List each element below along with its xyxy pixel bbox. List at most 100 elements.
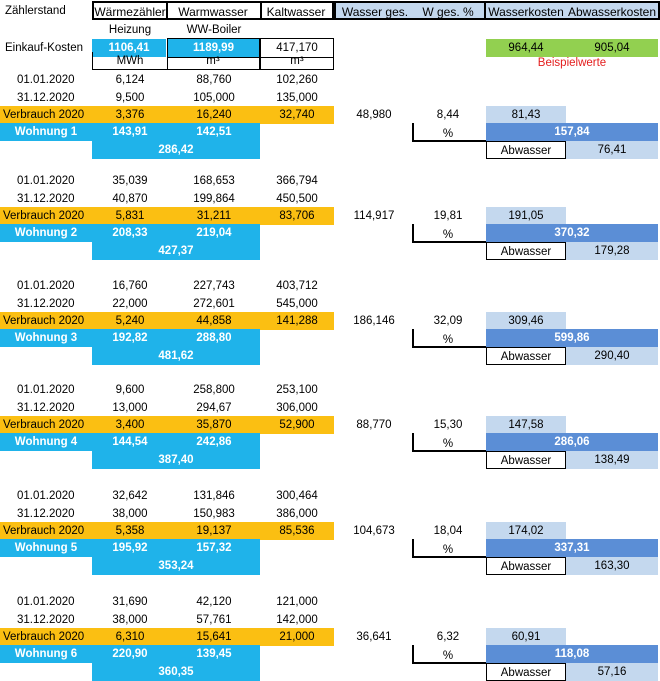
reading-start-heat: 16,760 — [112, 280, 148, 292]
pct-bracket-bottom — [412, 346, 486, 348]
date-end: 31.12.2020 — [17, 508, 75, 520]
pct-bracket-vertical — [412, 433, 414, 451]
abwasser-value: 138,49 — [566, 451, 658, 469]
verbrauch-kalt: 32,740 — [260, 106, 334, 124]
wasserkosten: 147,58 — [486, 416, 566, 434]
reading-end-heat: 40,870 — [112, 193, 148, 205]
wasser-ges: 114,917 — [353, 210, 395, 222]
wohnung-total-cost: 370,32 — [486, 224, 658, 242]
wohnung-heat-cost: 143,91 — [92, 123, 168, 141]
date-end: 31.12.2020 — [17, 298, 75, 310]
wohnung-ww-cost: 142,51 — [168, 123, 260, 141]
reading-start-ww: 168,653 — [193, 175, 235, 187]
pct-label: % — [442, 334, 454, 346]
verbrauch-heat: 5,358 — [92, 522, 168, 540]
abwasser-label: Abwasser — [486, 242, 566, 260]
verbrauch-kalt: 83,706 — [260, 207, 334, 225]
date-start: 01.01.2020 — [17, 490, 75, 502]
wohnung-ww-cost: 219,04 — [168, 224, 260, 242]
wohnung-heat-ww-sum: 286,42 — [92, 141, 260, 159]
sub-label-heizung: Heizung — [108, 24, 152, 36]
col-header-wasser-ges: Wasser ges. — [334, 1, 414, 20]
verbrauch-label: Verbrauch 2020 — [0, 416, 92, 434]
col-header-wasserkosten: Wasserkosten — [484, 1, 568, 20]
verbrauch-heat: 5,831 — [92, 207, 168, 225]
reading-end-ww: 57,761 — [196, 614, 232, 626]
verbrauch-kalt: 85,536 — [260, 522, 334, 540]
reading-start-kalt: 253,100 — [276, 384, 318, 396]
verbrauch-label: Verbrauch 2020 — [0, 106, 92, 124]
col-header-warmwasser: Warmwasser — [166, 1, 262, 20]
reading-start-ww: 131,846 — [193, 490, 235, 502]
wohnung-label: Wohnung 4 — [0, 433, 92, 451]
reading-start-heat: 9,600 — [115, 384, 145, 396]
w-ges-pct: 32,09 — [433, 315, 463, 327]
wasser-ges: 104,673 — [353, 525, 395, 537]
einkauf-wasserkosten: 964,44 — [486, 39, 566, 57]
wohnung-heat-cost: 144,54 — [92, 433, 168, 451]
wohnung-heat-ww-sum: 360,35 — [92, 663, 260, 681]
pct-bracket-vertical — [412, 645, 414, 663]
col-header-kaltwasser: Kaltwasser — [260, 1, 334, 20]
wohnung-total-cost: 286,06 — [486, 433, 658, 451]
date-start: 01.01.2020 — [17, 596, 75, 608]
page-title: Zählerstand — [5, 5, 66, 17]
einkauf-label: Einkauf-Kosten — [5, 42, 83, 54]
wohnung-total-cost: 157,84 — [486, 123, 658, 141]
verbrauch-label: Verbrauch 2020 — [0, 207, 92, 225]
abwasser-value: 179,28 — [566, 242, 658, 260]
wohnung-total-cost: 118,08 — [486, 645, 658, 663]
reading-start-ww: 42,120 — [196, 596, 232, 608]
pct-bracket-bottom — [412, 140, 486, 142]
pct-label: % — [442, 128, 454, 140]
date-start: 01.01.2020 — [17, 280, 75, 292]
wasserkosten: 309,46 — [486, 312, 566, 330]
reading-start-ww: 88,760 — [196, 74, 232, 86]
pct-bracket-bottom — [412, 662, 486, 664]
verbrauch-ww: 31,211 — [168, 207, 260, 225]
wohnung-heat-cost: 220,90 — [92, 645, 168, 663]
pct-bracket-bottom — [412, 241, 486, 243]
verbrauch-label: Verbrauch 2020 — [0, 522, 92, 540]
reading-end-ww: 150,983 — [193, 508, 235, 520]
wohnung-heat-ww-sum: 387,40 — [92, 451, 260, 469]
reading-start-ww: 227,743 — [193, 280, 235, 292]
reading-start-heat: 35,039 — [112, 175, 148, 187]
col-header-abwasserkosten: Abwasserkosten — [566, 1, 660, 20]
wohnung-heat-cost: 195,92 — [92, 539, 168, 557]
unit-mwh: MWh — [92, 52, 168, 70]
reading-end-kalt: 135,000 — [276, 92, 318, 104]
w-ges-pct: 8,44 — [436, 109, 460, 121]
reading-end-heat: 13,000 — [112, 402, 148, 414]
date-end: 31.12.2020 — [17, 193, 75, 205]
verbrauch-ww: 19,137 — [168, 522, 260, 540]
reading-end-ww: 272,601 — [193, 298, 235, 310]
w-ges-pct: 18,04 — [433, 525, 463, 537]
einkauf-heizung: 1106,41 — [92, 39, 166, 57]
verbrauch-heat: 3,400 — [92, 416, 168, 434]
wasserkosten: 174,02 — [486, 522, 566, 540]
w-ges-pct: 19,81 — [433, 210, 463, 222]
verbrauch-label: Verbrauch 2020 — [0, 312, 92, 330]
reading-start-kalt: 102,260 — [276, 74, 318, 86]
wohnung-total-cost: 337,31 — [486, 539, 658, 557]
wasserkosten: 81,43 — [486, 106, 566, 124]
abwasser-label: Abwasser — [486, 141, 566, 159]
reading-end-ww: 105,000 — [193, 92, 235, 104]
einkauf-abwasserkosten: 905,04 — [566, 39, 658, 57]
reading-start-ww: 258,800 — [193, 384, 235, 396]
date-end: 31.12.2020 — [17, 402, 75, 414]
verbrauch-heat: 5,240 — [92, 312, 168, 330]
w-ges-pct: 15,30 — [433, 419, 463, 431]
reading-start-heat: 31,690 — [112, 596, 148, 608]
abwasser-label: Abwasser — [486, 451, 566, 469]
pct-label: % — [442, 229, 454, 241]
wasser-ges: 48,980 — [356, 109, 392, 121]
wohnung-label: Wohnung 6 — [0, 645, 92, 663]
col-header-w-ges-pct: W ges. % — [412, 1, 484, 20]
verbrauch-ww: 15,641 — [168, 628, 260, 646]
pct-label: % — [442, 438, 454, 450]
sub-label-ww-boiler: WW-Boiler — [186, 24, 242, 36]
reading-end-heat: 38,000 — [112, 614, 148, 626]
verbrauch-ww: 35,870 — [168, 416, 260, 434]
